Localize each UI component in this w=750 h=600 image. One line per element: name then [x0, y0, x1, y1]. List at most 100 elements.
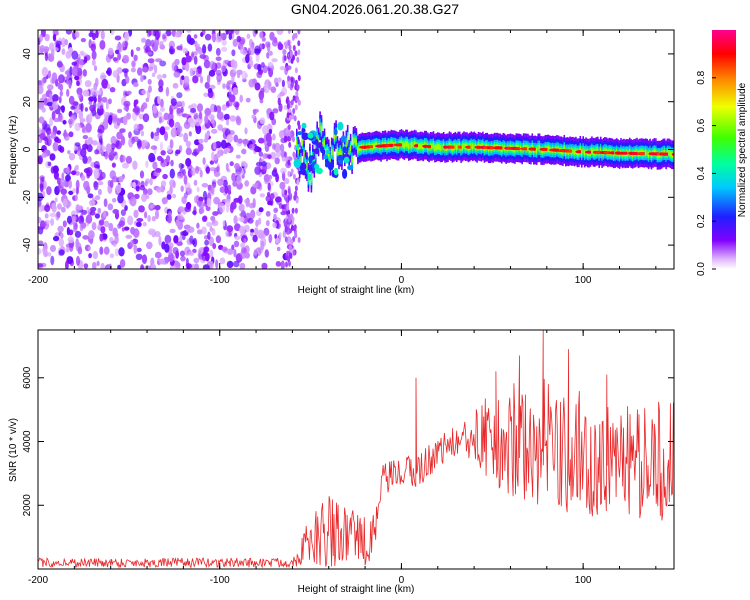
spectrogram-cell [164, 126, 170, 131]
spectrogram-cell [233, 240, 240, 248]
spectrogram-cell [244, 180, 250, 187]
spectrogram-cell [116, 117, 121, 126]
spectrogram-cell [41, 221, 47, 227]
spectrogram-cell [136, 221, 142, 227]
spectrogram-cell [50, 218, 54, 226]
spectrogram-cell [332, 149, 334, 156]
spectrogram-cell [272, 222, 277, 228]
spectrogram-cell [145, 97, 150, 103]
spectrogram-cell [74, 194, 78, 201]
spectrogram-cell [196, 43, 201, 54]
spectrogram-cell [148, 85, 152, 93]
spectrogram-cell [290, 239, 294, 245]
spectrogram-cell [158, 79, 164, 88]
spectrogram-cell [185, 147, 192, 156]
spectrogram-cell [72, 226, 78, 233]
spectrogram-cell [285, 127, 289, 134]
spectrogram-cell [148, 228, 155, 236]
spectrogram-cell [181, 75, 185, 80]
spectrogram-cell [199, 169, 203, 178]
spectrogram-cell [111, 162, 116, 168]
spectrogram-cell [144, 180, 148, 187]
spectrogram-cell [342, 168, 348, 179]
spectrogram-cell [224, 185, 229, 194]
spectrogram-cell [100, 226, 106, 234]
spectrogram-cell [279, 181, 286, 190]
spectrogram-cell [108, 151, 115, 161]
spectrogram-cell [239, 262, 246, 269]
spectrogram-cell [437, 143, 439, 150]
spectrogram-cell [258, 182, 263, 191]
spectrogram-cell [38, 205, 44, 213]
spectrogram-cell [319, 122, 321, 129]
spectrogram-cell [297, 99, 301, 106]
spectrogram-cell [284, 43, 288, 50]
spectrogram-cell [166, 155, 171, 163]
spectrogram-cell [287, 40, 291, 46]
spectrogram-cell [307, 174, 312, 181]
spectrogram-cell [172, 82, 179, 89]
spectrogram-cell [264, 249, 269, 258]
spectrogram-cell [52, 94, 59, 102]
spectrogram-cell [201, 183, 209, 188]
spectrogram-cell [156, 74, 163, 80]
spectrogram-cell [197, 143, 204, 152]
spectrogram-cell [322, 142, 324, 149]
spectrogram-cell [209, 226, 213, 232]
spectrogram-cell [212, 211, 219, 216]
spectrogram-cell [226, 134, 233, 143]
spectrogram-cell [170, 159, 174, 167]
spectrogram-cell [82, 69, 88, 77]
spectrogram-cell [75, 255, 81, 266]
spectrogram-cell [136, 46, 141, 52]
spectrogram-cell [210, 185, 215, 194]
spectrogram-cell [57, 225, 64, 233]
spectrogram-cell [185, 157, 192, 167]
spectrogram-cell [287, 256, 291, 263]
spectrogram-cell [39, 183, 44, 192]
spectrogram-cell [86, 138, 94, 145]
spectrogram-cell [40, 176, 45, 183]
spectrogram-cell [282, 230, 286, 239]
spectrogram-cell [58, 249, 65, 256]
spectrogram-cell [182, 234, 186, 241]
spectrogram-cell [368, 145, 375, 149]
spectrogram-cell [286, 204, 290, 211]
spectrogram-cell [58, 74, 65, 84]
spectrogram-cell [226, 205, 230, 213]
spectrogram-cell [66, 215, 73, 224]
spectrogram-cell [213, 104, 218, 113]
spectrogram-cell [297, 148, 300, 154]
spectrogram-cell [265, 220, 270, 227]
spectrogram-cell [217, 124, 223, 131]
spectrogram-cell [80, 147, 87, 158]
spectrogram-cell [116, 67, 123, 74]
spectrogram-cell [285, 65, 289, 72]
spectrogram-cell [255, 219, 259, 227]
spectrogram-cell [342, 146, 347, 154]
spectrogram-cell [106, 70, 111, 75]
spectrogram-cell [124, 31, 130, 42]
spectrogram-cell [301, 169, 307, 176]
spectrogram-cell [325, 162, 329, 168]
spectrogram-cell [86, 206, 90, 214]
spectrogram-cell [168, 252, 174, 263]
spectrogram-cell [203, 92, 210, 98]
spectrogram-cell [72, 188, 77, 193]
spectrogram-cell [212, 220, 219, 227]
spectrogram-cell [259, 31, 264, 39]
spectrogram-cell [114, 248, 120, 257]
spectrogram-cell [277, 43, 284, 51]
spectrogram-cell [337, 121, 344, 131]
spectrogram-cell [274, 237, 281, 244]
spectrogram-cell [147, 215, 151, 222]
spectrogram-cell [66, 166, 70, 174]
spectrogram-cell [283, 55, 287, 62]
spectrogram-cell [269, 31, 275, 41]
spectrogram-cell [248, 59, 254, 68]
spectrogram-cell [301, 128, 306, 133]
spectrogram-cell [248, 46, 255, 56]
spectrogram-cell [38, 84, 44, 95]
spectrogram-cell [164, 131, 168, 142]
spectrogram-cell [232, 87, 239, 96]
